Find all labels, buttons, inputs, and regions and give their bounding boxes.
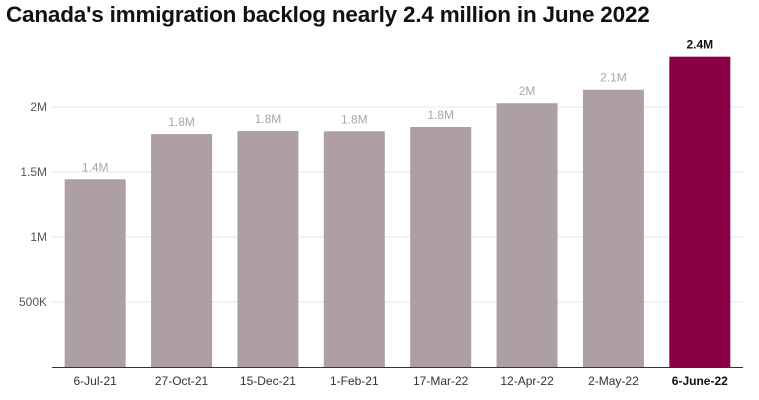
data-label: 1.4M bbox=[82, 160, 109, 174]
bar bbox=[582, 89, 644, 368]
y-tick-label: 500K bbox=[19, 295, 47, 309]
bars bbox=[64, 56, 731, 368]
bar bbox=[64, 179, 126, 367]
x-tick-label: 6-Jul-21 bbox=[74, 374, 118, 388]
x-tick-label: 12-Apr-22 bbox=[500, 374, 554, 388]
x-tick-label: 17-Mar-22 bbox=[413, 374, 469, 388]
data-label: 1.8M bbox=[427, 108, 454, 122]
x-tick-label: 27-Oct-21 bbox=[155, 374, 209, 388]
x-axis-ticks: 6-Jul-21 27-Oct-21 15-Dec-21 1-Feb-21 17-Mar… bbox=[74, 374, 729, 388]
bar bbox=[237, 131, 299, 367]
x-tick-label: 6-June-22 bbox=[672, 374, 728, 388]
data-label: 2M bbox=[519, 84, 536, 98]
bar bbox=[151, 134, 213, 367]
bar bbox=[496, 103, 558, 367]
chart-title: Canada's immigration backlog nearly 2.4 … bbox=[6, 2, 650, 27]
bar bbox=[669, 56, 731, 367]
y-axis-ticks: 500K 1M 1.5M 2M bbox=[19, 100, 47, 309]
bar bbox=[323, 131, 385, 367]
x-tick-label: 15-Dec-21 bbox=[240, 374, 296, 388]
bar bbox=[410, 127, 472, 368]
y-tick-label: 1.5M bbox=[20, 165, 47, 179]
data-label: 1.8M bbox=[341, 112, 368, 126]
data-label: 2.1M bbox=[600, 71, 627, 85]
y-tick-label: 2M bbox=[30, 100, 47, 114]
data-labels: 1.4M 1.8M 1.8M 1.8M 1.8M 2M 2.1M 2.4M bbox=[82, 38, 713, 175]
x-tick-label: 1-Feb-21 bbox=[330, 374, 379, 388]
y-tick-label: 1M bbox=[30, 230, 47, 244]
x-tick-label: 2-May-22 bbox=[588, 374, 639, 388]
data-label: 1.8M bbox=[168, 115, 195, 129]
data-label: 2.4M bbox=[686, 38, 713, 52]
data-label: 1.8M bbox=[255, 112, 282, 126]
